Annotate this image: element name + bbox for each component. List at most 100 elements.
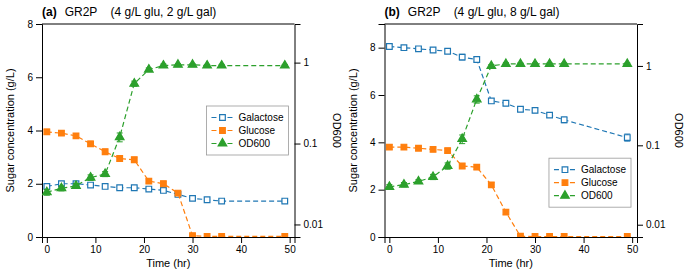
point <box>188 60 197 67</box>
error-bar <box>401 46 407 50</box>
tick: 0.1 <box>295 138 318 149</box>
error-bar <box>488 99 494 104</box>
legend-entry: OD600 <box>211 138 270 149</box>
axis-domain <box>43 238 296 244</box>
point <box>203 61 212 68</box>
point <box>547 112 553 118</box>
tick-label: 6 <box>370 90 376 101</box>
error-bar <box>102 149 108 154</box>
point <box>401 45 407 51</box>
legend-label: Galactose <box>581 164 626 175</box>
series-line <box>389 64 627 187</box>
x-axis: 01020304050 <box>43 237 297 255</box>
tick-mark <box>379 95 385 96</box>
point <box>430 147 436 153</box>
tick: 2 <box>27 178 42 189</box>
error-bar <box>160 189 166 193</box>
tick-label: 4 <box>27 125 33 136</box>
tick-mark <box>637 66 643 67</box>
tick-label: 0.01 <box>646 219 666 230</box>
point <box>531 59 540 66</box>
tick-label: 30 <box>530 244 542 255</box>
plot-area <box>43 60 290 237</box>
tick-label: 1 <box>304 57 310 68</box>
title: (a) <box>42 5 57 19</box>
tick-mark <box>95 237 96 243</box>
x-axis: 01020304050 <box>385 237 639 255</box>
title: (b) <box>385 5 400 19</box>
axis-domain <box>36 25 43 238</box>
point <box>161 188 167 194</box>
point <box>561 234 567 237</box>
tick-label: 20 <box>139 244 151 255</box>
point <box>174 60 183 67</box>
panel: 01020304050024680.010.11Time (hr)Sugar c… <box>4 5 343 269</box>
point <box>88 141 94 147</box>
tick-label: 8 <box>27 19 33 30</box>
plot-area <box>385 44 632 237</box>
tick-label: 40 <box>579 244 591 255</box>
y-axis-title: Sugar concentration (g/L) <box>4 68 16 192</box>
point <box>145 65 154 72</box>
point <box>385 182 394 189</box>
tick-label: 0.1 <box>646 140 660 151</box>
tick-label: 2 <box>370 184 376 195</box>
point <box>101 169 110 176</box>
legend-swatch-marker <box>220 115 226 121</box>
error-bar <box>88 141 94 146</box>
tick-mark <box>295 224 301 225</box>
point <box>102 184 108 190</box>
tick-label: 20 <box>481 244 493 255</box>
error-bar <box>386 44 392 49</box>
point <box>532 234 538 237</box>
point <box>503 209 509 215</box>
error-bar <box>73 134 79 138</box>
point <box>401 144 407 150</box>
chart-root: 01020304050024680.010.11Time (hr)Sugar c… <box>0 0 685 273</box>
tick-label: 10 <box>90 244 102 255</box>
error-bar <box>386 145 392 150</box>
tick-label: 8 <box>370 42 376 53</box>
point <box>561 117 567 123</box>
point <box>502 59 511 66</box>
series <box>385 59 632 189</box>
tick-mark <box>637 225 643 226</box>
series-line <box>47 132 285 237</box>
tick: 1 <box>637 61 652 72</box>
point <box>458 134 467 141</box>
point <box>487 61 496 68</box>
tick-mark <box>290 237 291 243</box>
series <box>386 44 630 141</box>
legend: GalactoseGlucoseOD600 <box>549 158 631 207</box>
x-axis-title: Time (hr) <box>146 257 190 269</box>
tick-label: 0.01 <box>304 219 324 230</box>
tick: 2 <box>370 184 385 195</box>
legend-label: OD600 <box>238 138 270 149</box>
tick-mark <box>379 190 385 191</box>
axis-domain <box>385 238 638 244</box>
legend-entry: Glucose <box>211 125 275 136</box>
frame-top <box>42 24 295 25</box>
legend-entry: Galactose <box>211 112 283 123</box>
point <box>59 130 65 136</box>
point <box>43 187 52 194</box>
y-axis-title: Sugar concentration (g/L) <box>347 68 359 192</box>
tick: 50 <box>285 237 297 255</box>
tick: 30 <box>187 237 199 255</box>
x-axis-title: Time (hr) <box>489 257 533 269</box>
point <box>102 149 108 155</box>
point <box>130 79 139 86</box>
tick-mark <box>144 237 145 243</box>
point <box>73 133 79 139</box>
tick: 4 <box>370 137 385 148</box>
point <box>282 234 288 237</box>
tick: 40 <box>579 237 591 255</box>
point <box>488 98 494 104</box>
tick-mark <box>295 63 301 64</box>
point <box>518 106 524 112</box>
point <box>532 108 538 114</box>
legend-swatch-marker <box>220 128 226 134</box>
point <box>204 197 210 203</box>
point <box>624 234 630 237</box>
tick-label: 40 <box>236 244 248 255</box>
